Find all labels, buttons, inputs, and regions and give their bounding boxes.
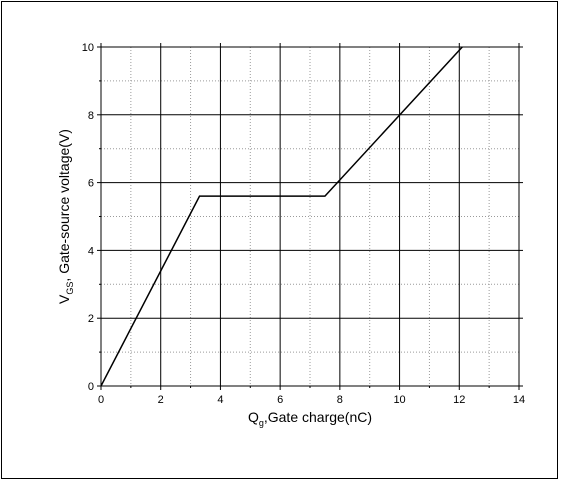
y-axis-label: VGS, Gate-source voltage(V) <box>56 129 75 304</box>
series-layer <box>100 46 463 387</box>
x-tick-labels: 0 2 4 6 8 10 12 14 <box>98 394 525 406</box>
x-tick-label: 0 <box>98 394 104 406</box>
x-tick-label: 6 <box>277 394 283 406</box>
x-axis-label-rest: ,Gate charge(nC) <box>264 409 372 425</box>
major-grid <box>101 47 519 386</box>
y-tick-label: 10 <box>82 42 94 54</box>
x-tick-label: 10 <box>393 394 405 406</box>
x-tick-label: 8 <box>337 394 343 406</box>
y-tick-label: 6 <box>88 178 94 190</box>
y-tick-labels: 0 2 4 6 8 10 <box>82 42 94 393</box>
x-tick-label: 2 <box>158 394 164 406</box>
y-axis-label-subscript: GS <box>65 282 75 295</box>
y-tick-label: 2 <box>88 313 94 325</box>
x-tick-label: 14 <box>513 394 525 406</box>
y-tick-label: 8 <box>88 110 94 122</box>
gate-charge-curve <box>100 46 463 387</box>
x-axis-label: Qg,Gate charge(nC) <box>248 409 372 428</box>
y-axis-label-main: V <box>56 294 72 304</box>
x-axis-label-main: Q <box>248 409 259 425</box>
axis-ticks <box>97 43 523 390</box>
y-tick-label: 4 <box>88 245 94 257</box>
y-axis-label-rest: , Gate-source voltage(V) <box>56 129 72 282</box>
x-axis-label-subscript: g <box>259 418 264 428</box>
x-tick-label: 12 <box>453 394 465 406</box>
y-tick-label: 0 <box>88 381 94 393</box>
minor-grid <box>101 47 519 386</box>
x-tick-label: 4 <box>217 394 223 406</box>
